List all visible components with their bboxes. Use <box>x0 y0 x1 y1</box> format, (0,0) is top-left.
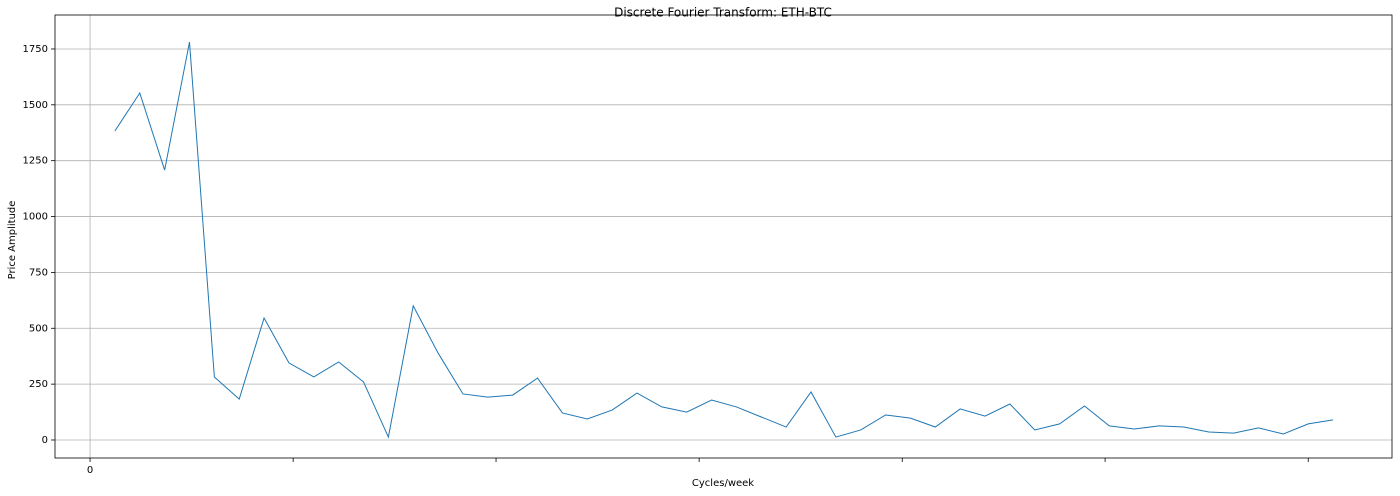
x-axis-label: Cycles/week <box>692 478 754 489</box>
x-tick-label: 0 <box>87 465 93 476</box>
y-tick-label: 750 <box>29 267 48 278</box>
y-tick-label: 250 <box>29 379 48 390</box>
y-tick-label: 1250 <box>23 156 48 167</box>
plot-frame <box>54 14 1393 459</box>
data-line <box>114 41 1334 439</box>
chart-title: Discrete Fourier Transform: ETH-BTC <box>614 6 832 20</box>
y-tick-label: 500 <box>29 323 48 334</box>
y-tick-label: 0 <box>42 435 48 446</box>
y-tick-label: 1750 <box>23 44 48 55</box>
y-tick-label: 1500 <box>23 100 48 111</box>
y-axis-label: Price Amplitude <box>7 201 18 280</box>
y-tick-label: 1000 <box>23 212 48 223</box>
